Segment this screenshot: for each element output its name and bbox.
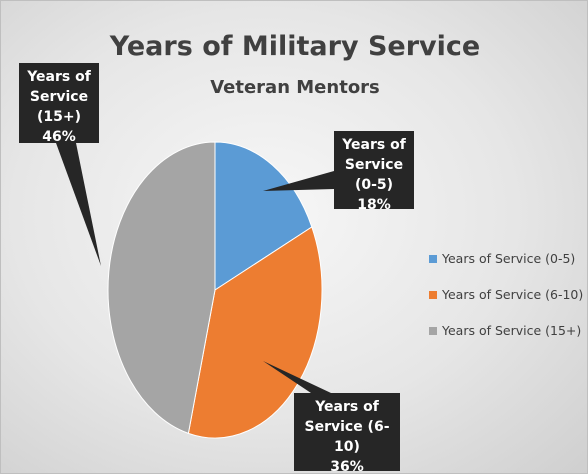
data-label: Years of Service (15+) 46%: [19, 63, 99, 145]
data-label: Years of Service (0-5) 18%: [334, 131, 414, 213]
legend-entry: Years of Service (15+): [429, 323, 581, 338]
legend-label: Years of Service (0-5): [442, 251, 576, 266]
callout-pointer: [263, 171, 334, 191]
legend-swatch: [429, 291, 437, 299]
callout-pointer: [56, 143, 101, 266]
chart-subtitle: Veteran Mentors: [210, 77, 380, 98]
legend-entry: Years of Service (0-5): [429, 251, 575, 266]
legend-label: Years of Service (6-10): [442, 287, 584, 302]
legend-swatch: [429, 327, 437, 335]
pie-slice: [187, 226, 323, 439]
data-label-category: Years of Service (0-5): [342, 137, 406, 193]
data-label-value: 18%: [357, 197, 391, 213]
data-label-value: 46%: [42, 129, 76, 145]
callout-pointer: [263, 361, 331, 393]
legend-label: Years of Service (15+): [442, 323, 582, 338]
data-label-category: Years of Service (6-10): [304, 399, 390, 455]
legend-swatch: [429, 255, 437, 263]
data-label: Years of Service (6-10) 36%: [294, 393, 400, 474]
data-label-value: 36%: [330, 459, 364, 474]
legend-entry: Years of Service (6-10): [429, 287, 583, 302]
pie-slice: [107, 141, 216, 435]
pie-slice: [214, 141, 313, 291]
data-label-category: Years of Service (15+): [27, 69, 91, 125]
chart-title: Years of Military Service: [109, 31, 481, 62]
